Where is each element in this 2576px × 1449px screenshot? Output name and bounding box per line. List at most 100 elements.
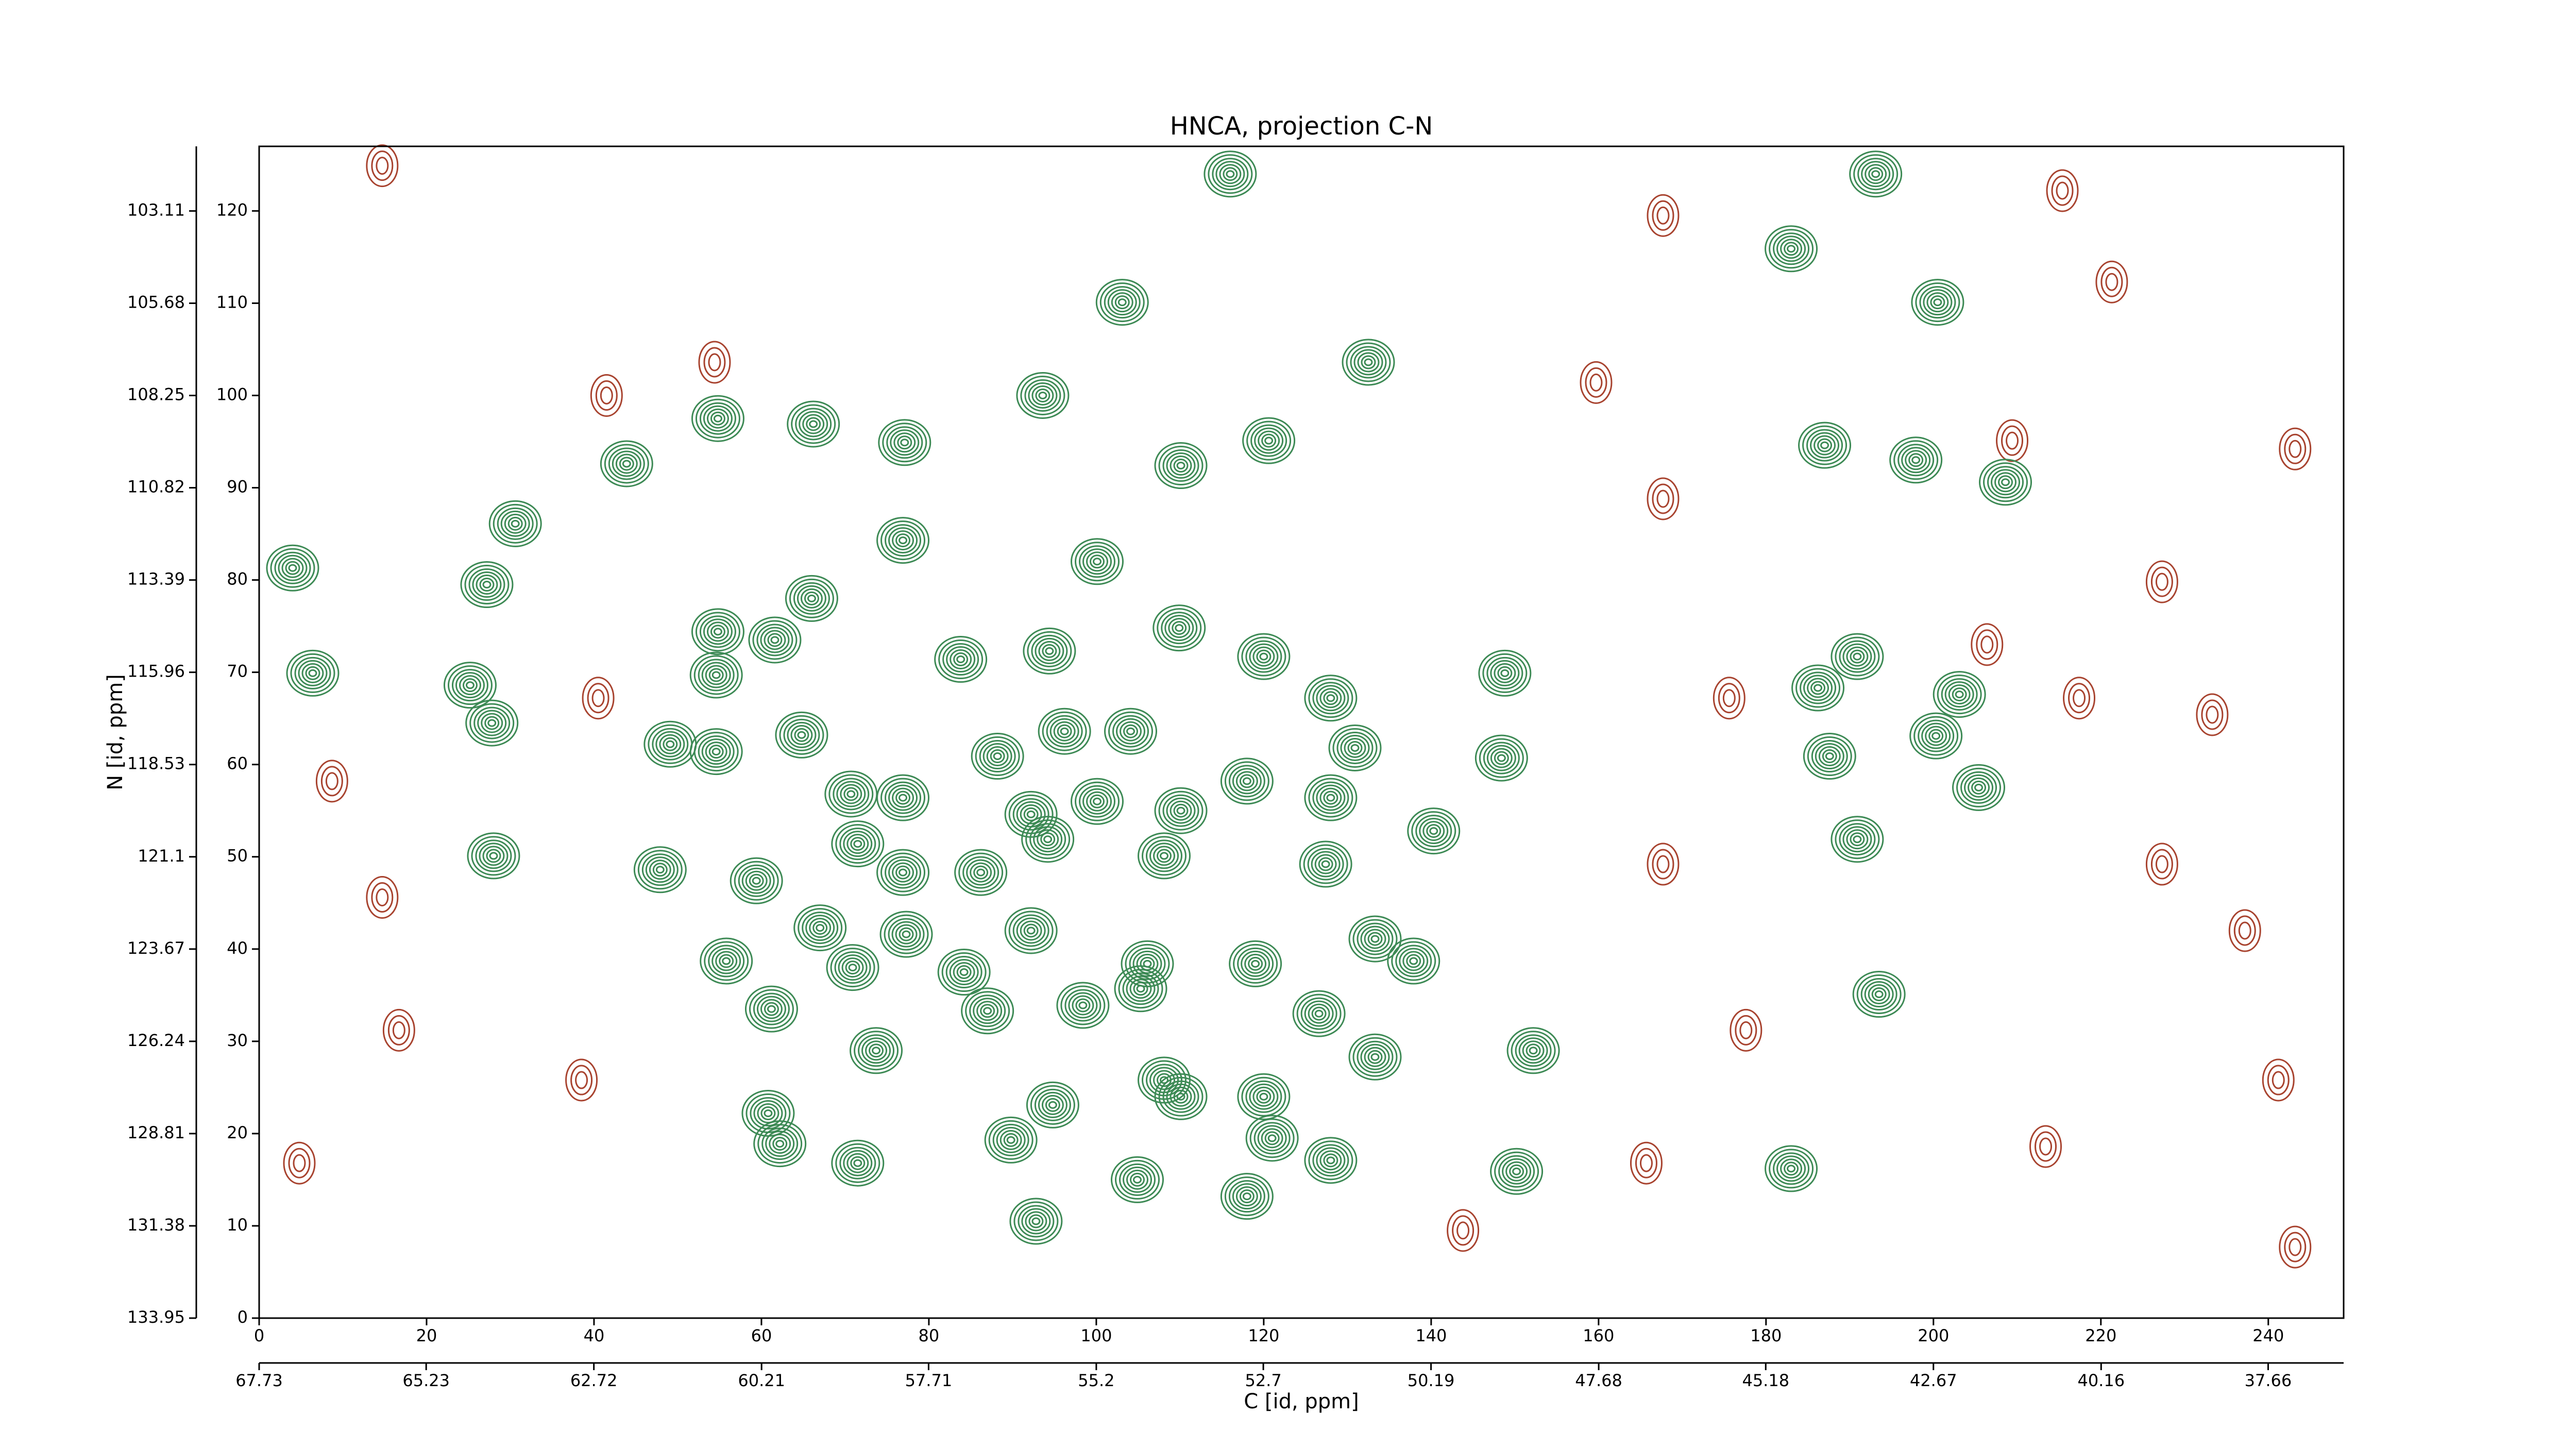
contour-level (2056, 181, 2069, 200)
contour-level (1136, 953, 1159, 974)
contour-level (1043, 835, 1053, 844)
contour-level (1319, 787, 1342, 808)
contour-level (1082, 548, 1112, 575)
contour-level (1075, 781, 1120, 821)
contour-level (1360, 925, 1390, 952)
contour-level (2046, 169, 2079, 212)
contour-level (1157, 608, 1202, 648)
contour-level (2105, 273, 2119, 291)
contour-level (805, 915, 835, 941)
contour-level (451, 669, 488, 702)
contour-level (645, 856, 675, 883)
contour-level (704, 941, 749, 981)
contour-level (487, 719, 497, 727)
contour-level (693, 655, 739, 695)
contour-level (986, 746, 1009, 767)
contour-level (787, 721, 817, 748)
contour-level (443, 662, 497, 709)
contour-level (895, 924, 918, 945)
contour-level (1323, 1153, 1338, 1168)
x2-tick-label: 45.18 (1742, 1371, 1789, 1390)
contour-level (270, 548, 315, 588)
contour-level (1818, 746, 1841, 767)
contour-level (1114, 295, 1130, 310)
contour-level (767, 1005, 776, 1013)
contour-level (809, 420, 818, 428)
contour-level (1021, 1208, 1051, 1235)
contour-level (938, 639, 984, 680)
contour-level (745, 870, 768, 891)
contour-level (710, 411, 725, 426)
contour-level (802, 912, 839, 945)
contour-level (2196, 693, 2229, 736)
contour-level (392, 1021, 405, 1039)
contour-level (315, 760, 348, 803)
contour-level (973, 865, 989, 880)
contour-level (779, 715, 824, 755)
contour-level (1652, 849, 1674, 880)
contour-level (1142, 1060, 1187, 1100)
contour-level (1998, 475, 2013, 490)
contour-level (1242, 1192, 1251, 1201)
contour-level (1172, 621, 1187, 635)
contour-level (1220, 757, 1274, 805)
contour-level (1264, 1131, 1280, 1145)
contour-level (809, 918, 832, 938)
contour-level (2267, 1065, 2290, 1096)
x-tick-label: 180 (1750, 1326, 1782, 1345)
contour-level (2095, 260, 2128, 304)
contour-level (1119, 1163, 1156, 1196)
contour-level (1635, 1148, 1657, 1178)
contour-level (2035, 1131, 2057, 1162)
contour-level (1235, 771, 1258, 791)
contour-level (961, 987, 1014, 1035)
contour-level (1303, 844, 1348, 884)
contour-level (1323, 790, 1338, 805)
x2-tick-label: 57.71 (905, 1371, 953, 1390)
x2-tick-label: 55.2 (1078, 1371, 1114, 1390)
contour-level (789, 578, 834, 618)
contour-level (472, 571, 502, 598)
contour-level (1352, 1037, 1398, 1077)
x2-tick-label: 40.16 (2077, 1371, 2125, 1390)
contour-level (1006, 1136, 1015, 1144)
contour-level (713, 628, 722, 636)
contour-level (996, 1126, 1026, 1153)
contour-level (1026, 926, 1036, 935)
contour-level (1822, 749, 1837, 764)
contour-level (633, 846, 687, 894)
contour-level (1479, 738, 1524, 778)
contour-level (853, 1159, 862, 1167)
contour-level (1149, 1067, 1179, 1093)
contour-level (479, 578, 495, 592)
contour-level (1241, 1076, 1286, 1117)
contour-level (891, 921, 921, 948)
y-tick-label: 70 (227, 662, 248, 681)
x-tick-label: 120 (1248, 1326, 1279, 1345)
contour-level (1522, 1040, 1545, 1061)
contour-level (1948, 684, 1971, 705)
contour-level (1204, 150, 1257, 198)
contour-level (2284, 1232, 2307, 1262)
contour-level (1360, 1043, 1390, 1070)
contour-level (2272, 1071, 2285, 1089)
contour-level (1256, 1089, 1272, 1104)
contour-level (1842, 643, 1872, 670)
x-tick-label: 60 (751, 1326, 772, 1345)
contour-level (999, 1130, 1022, 1150)
contour-level (701, 662, 731, 688)
contour-level (1800, 671, 1837, 704)
contour-level (2206, 705, 2219, 724)
contour-level (1937, 675, 1982, 715)
contour-level (689, 728, 743, 776)
contour-level (880, 778, 926, 818)
contour-level (1153, 846, 1176, 866)
contour-level (796, 585, 826, 612)
contour-level (641, 853, 679, 886)
contour-level (1249, 643, 1279, 670)
contour-level (850, 1027, 903, 1074)
contour-level (1346, 342, 1391, 382)
contour-level (1258, 430, 1280, 451)
y2-tick-label: 108.25 (127, 385, 185, 405)
contour-level (946, 646, 976, 673)
